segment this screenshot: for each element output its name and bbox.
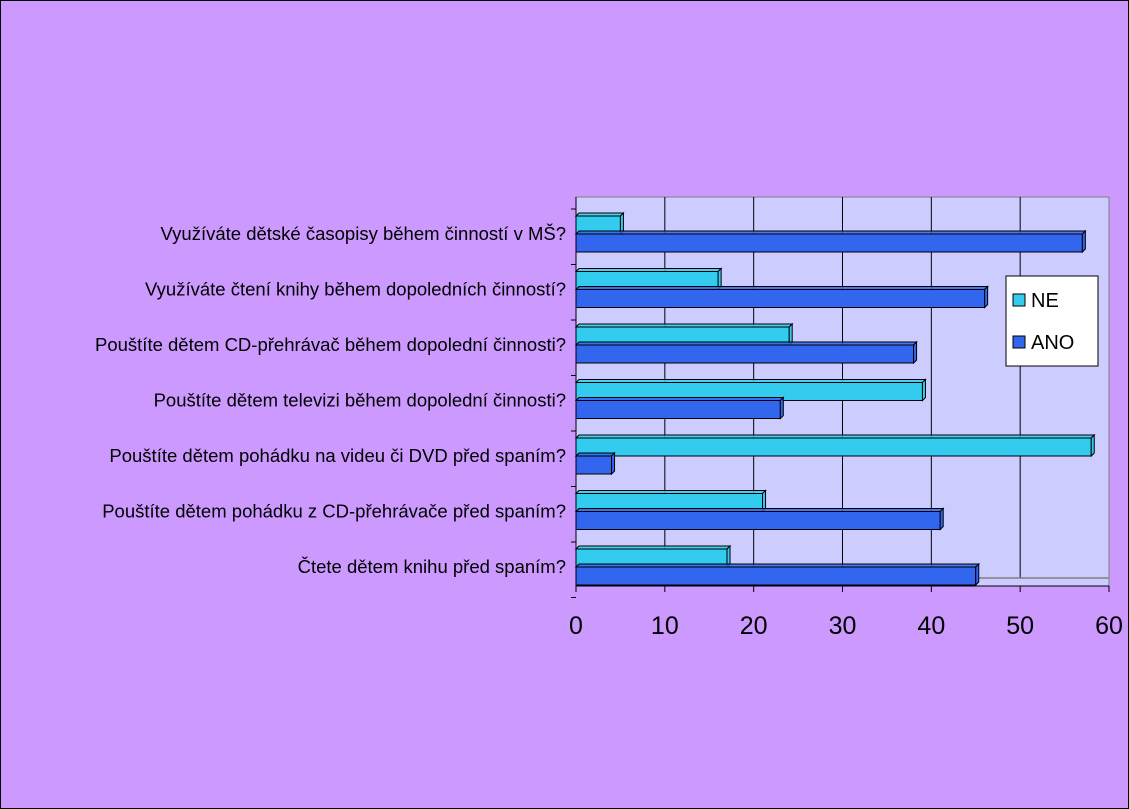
category-label: Pouštíte dětem pohádku z CD-přehrávače p… [102,501,566,522]
bar-ne-top [574,268,723,272]
category-label: Pouštíte dětem televizi během dopolední … [154,390,566,411]
bar-ne-face [575,437,1092,457]
x-tick-label: 50 [1006,612,1034,640]
bar-ano-end [975,562,980,587]
bar-ano-top [574,563,980,568]
category-label: Pouštíte dětem pohádku na videu či DVD p… [109,445,566,466]
bar-ne-top [574,545,732,550]
bar-ano [574,507,945,531]
bar-ano [574,340,918,365]
legend-swatch-ano [1012,335,1026,349]
bar-ne-top [574,323,794,328]
bar-ano-end [913,340,918,365]
bar-ne [574,211,625,236]
bar-ano-end [611,451,616,476]
bar-ne-top [574,490,767,494]
bar-ne-top [574,212,625,217]
bar-ano-face [575,400,781,419]
bar-ano [574,396,785,420]
bar-ano-top [574,397,785,401]
bar-ano-end [984,285,989,309]
legend-swatch-ne [1012,293,1026,307]
category-label: Čtete dětem knihu před spaním? [298,556,566,577]
x-tick-label: 20 [740,612,768,640]
legend: NE ANO [1005,275,1099,367]
bar-ano-top [574,341,918,346]
bar-ne [574,489,767,513]
x-tick-label: 0 [569,612,583,640]
bar-ne-top [574,434,1096,439]
bar-ne-end [1090,433,1095,458]
category-label: Pouštíte dětem CD-přehrávač během dopole… [95,334,566,355]
legend-label-ano: ANO [1031,332,1074,354]
bar-ano-top [574,508,945,512]
bar-ano-end [779,396,784,420]
bar-ano-face [575,455,613,475]
bar-ano-end [1081,229,1086,254]
bar-ano-top [574,452,616,457]
category-label: Využíváte čtení knihy během dopoledních … [145,279,566,300]
bar-ano-top [574,286,989,290]
bar-ne [574,433,1096,458]
legend-box [1005,275,1099,367]
bar-ano-top [574,230,1087,235]
bar-ne [574,322,794,347]
bar-ne [574,544,732,569]
bar-ano-face [575,344,915,364]
category-label: Využíváte dětské časopisy během činností… [161,223,566,244]
bar-ano-face [575,289,986,308]
bar-ano-face [575,566,977,586]
bar-ano-face [575,233,1083,253]
bar-ne [574,267,723,291]
bar-ano [574,285,989,309]
bar-ano [574,229,1087,254]
x-tick-label: 30 [829,612,857,640]
bar-ne-end [921,378,926,402]
x-tick-label: 40 [917,612,945,640]
x-tick-label: 60 [1095,612,1123,640]
x-tick-label: 10 [651,612,679,640]
bar-ano [574,562,980,587]
bar-ano-end [939,507,944,531]
bar-ne-top [574,379,927,383]
legend-label-ne: NE [1031,290,1059,312]
bar-ano-face [575,511,941,530]
bar-ano [574,451,616,476]
bar-ne [574,378,927,402]
